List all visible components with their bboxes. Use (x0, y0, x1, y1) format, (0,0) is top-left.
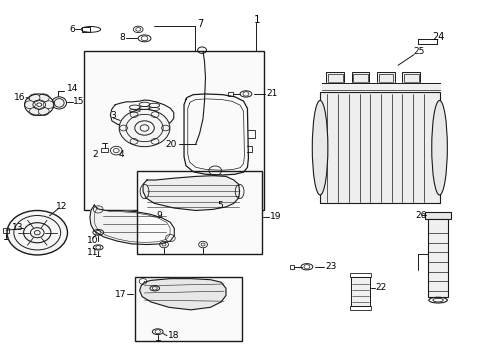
Bar (427, 220, 447, 297)
Text: 1: 1 (253, 15, 260, 26)
Bar (83, 51, 264, 211)
Circle shape (24, 101, 35, 109)
Text: 13: 13 (12, 223, 23, 232)
Circle shape (39, 94, 49, 102)
Text: 26: 26 (414, 211, 426, 220)
Bar (349, 273, 370, 277)
Bar (320, 92, 439, 203)
Ellipse shape (52, 97, 66, 109)
Bar (101, 148, 108, 152)
Text: 14: 14 (67, 84, 79, 93)
Bar (351, 72, 368, 83)
Text: 20: 20 (165, 140, 177, 149)
Bar (135, 277, 242, 341)
Bar (403, 74, 418, 82)
Text: 7: 7 (197, 19, 203, 29)
Ellipse shape (312, 100, 327, 195)
Text: 12: 12 (56, 202, 67, 211)
Text: 22: 22 (374, 283, 386, 292)
Polygon shape (140, 279, 225, 310)
Text: 23: 23 (325, 262, 336, 271)
Bar (290, 265, 294, 269)
Polygon shape (321, 83, 439, 90)
Text: 3: 3 (110, 111, 116, 120)
Bar (349, 306, 370, 310)
Bar (3, 228, 9, 233)
Bar (376, 72, 394, 83)
Bar (327, 74, 342, 82)
Polygon shape (143, 176, 239, 211)
Text: 9: 9 (157, 211, 162, 220)
Text: 15: 15 (73, 97, 84, 106)
Text: 8: 8 (119, 33, 125, 42)
Bar (378, 74, 392, 82)
Text: 6: 6 (69, 24, 75, 33)
Circle shape (29, 108, 40, 116)
Bar (402, 72, 419, 83)
Bar (326, 72, 343, 83)
Bar (137, 171, 261, 253)
Text: 11: 11 (86, 248, 98, 257)
Text: 16: 16 (15, 93, 26, 102)
Text: 24: 24 (431, 32, 444, 41)
Text: 2: 2 (92, 150, 98, 159)
Circle shape (29, 94, 40, 102)
Bar (227, 92, 232, 96)
Bar (352, 74, 367, 82)
Text: 17: 17 (115, 289, 126, 298)
Text: 18: 18 (167, 331, 179, 340)
Text: 19: 19 (269, 212, 281, 221)
Circle shape (43, 101, 54, 109)
Text: 25: 25 (412, 47, 424, 56)
Bar (82, 27, 90, 32)
Polygon shape (90, 205, 174, 244)
Circle shape (119, 109, 169, 147)
Bar (350, 277, 369, 306)
Bar (425, 212, 450, 220)
Ellipse shape (431, 100, 447, 195)
Circle shape (39, 108, 49, 116)
Text: 4: 4 (119, 150, 124, 159)
Text: 21: 21 (266, 89, 277, 98)
Text: 10: 10 (86, 237, 98, 246)
Circle shape (7, 211, 67, 255)
Text: 5: 5 (217, 201, 223, 210)
